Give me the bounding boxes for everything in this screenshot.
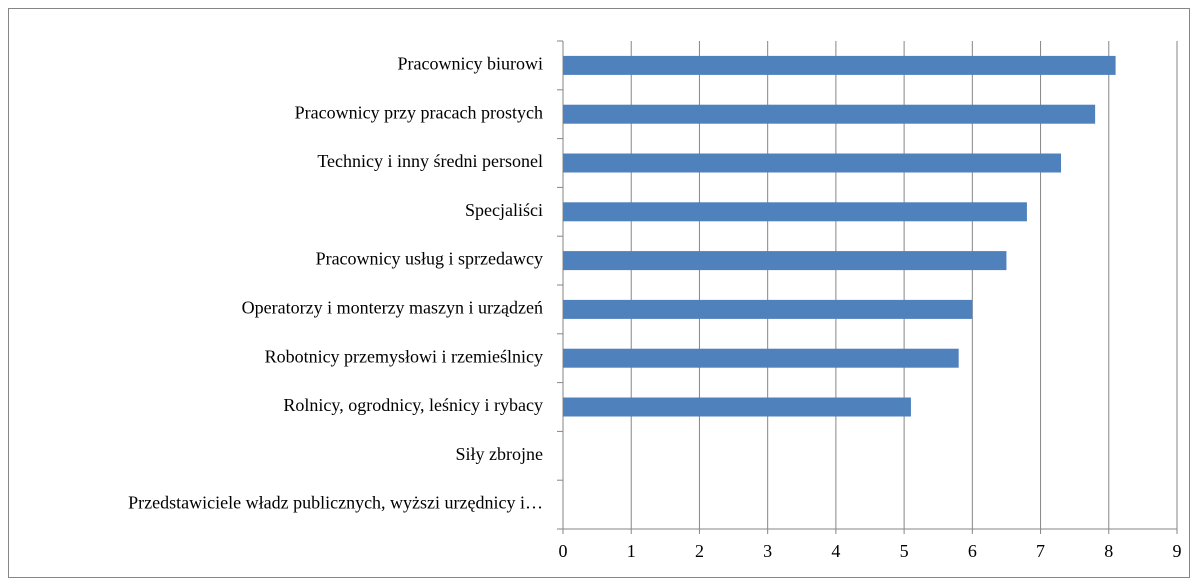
x-tick-label: 2 [695, 541, 704, 561]
x-tick-label: 9 [1173, 541, 1182, 561]
x-tick-label: 7 [1036, 541, 1045, 561]
x-tick-label: 4 [831, 541, 840, 561]
y-tick-label: Przedstawiciele władz publicznych, wyższ… [128, 493, 543, 513]
bar [563, 348, 959, 368]
bar [563, 397, 911, 417]
bar [563, 251, 1007, 271]
x-tick-label: 0 [559, 541, 568, 561]
y-tick-label: Pracownicy biurowi [398, 54, 543, 74]
y-tick-label: Operatorzy i monterzy maszyn i urządzeń [242, 298, 543, 318]
bar [563, 299, 973, 319]
y-tick-label: Technicy i inny średni personel [317, 151, 543, 171]
y-tick-label: Rolnicy, ogrodnicy, leśnicy i rybacy [283, 395, 543, 415]
y-tick-label: Robotnicy przemysłowi i rzemieślnicy [265, 346, 543, 366]
x-tick-label: 5 [900, 541, 909, 561]
x-tick-label: 6 [968, 541, 977, 561]
bar [563, 153, 1062, 173]
y-tick-label: Pracownicy przy pracach prostych [295, 102, 543, 122]
y-tick-label: Pracownicy usług i sprzedawcy [316, 249, 543, 269]
y-tick-label: Siły zbrojne [456, 444, 544, 464]
bar [563, 55, 1116, 75]
x-tick-label: 1 [627, 541, 636, 561]
y-tick-label: Specjaliści [465, 200, 543, 220]
bar [563, 202, 1027, 222]
x-tick-label: 8 [1104, 541, 1113, 561]
chart-border [8, 8, 1190, 578]
x-tick-label: 3 [763, 541, 772, 561]
bar [563, 104, 1096, 124]
